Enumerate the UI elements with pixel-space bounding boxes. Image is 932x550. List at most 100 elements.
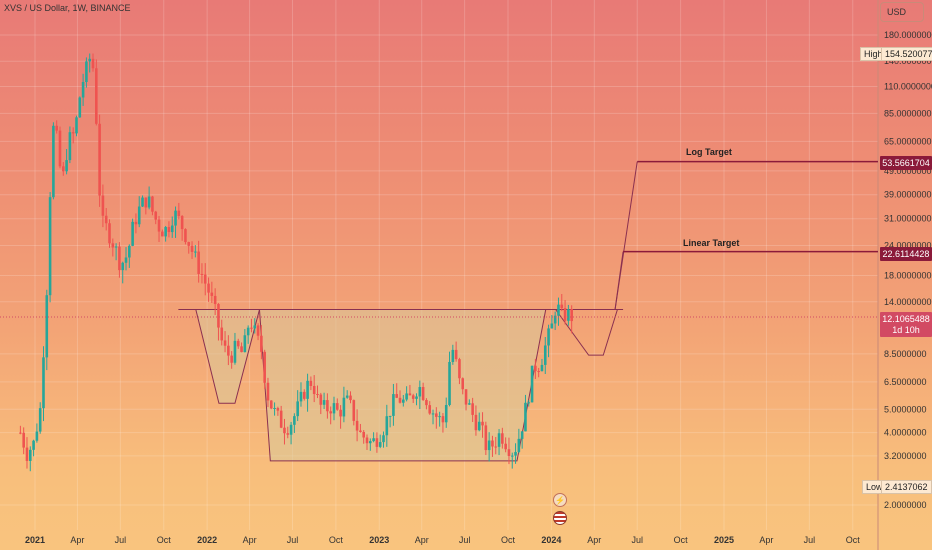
candle: [431, 409, 435, 425]
candle-body: [52, 125, 55, 198]
candle-body: [279, 410, 283, 428]
candle-body: [326, 400, 329, 412]
candle: [547, 324, 550, 358]
candle: [236, 338, 240, 349]
candle: [517, 428, 521, 454]
candle: [438, 411, 441, 427]
candle: [362, 430, 366, 444]
candle: [293, 413, 296, 433]
candle: [42, 346, 45, 422]
candle-body: [553, 315, 557, 324]
candle: [296, 390, 299, 422]
candle-body: [55, 125, 58, 131]
x-tick-label: Oct: [501, 535, 516, 545]
candle: [385, 404, 389, 447]
candle: [104, 208, 108, 231]
candle: [220, 319, 224, 346]
candle-body: [32, 440, 35, 450]
candle-body: [352, 400, 356, 421]
price-axis: 180.0000000 140.0000000 110.0000000 85.0000…: [884, 30, 932, 510]
candle-body: [240, 346, 243, 353]
candle-body: [398, 397, 402, 403]
us-flag-icon[interactable]: [553, 511, 567, 525]
candle: [514, 443, 517, 464]
candle-body: [200, 273, 204, 275]
candle-body: [359, 430, 362, 433]
high-label: High: [860, 47, 887, 61]
y-tick-label: 85.0000000: [884, 108, 932, 118]
candle-body: [540, 364, 544, 372]
candle-body: [203, 274, 207, 284]
y-tick-label: 180.0000000: [884, 30, 932, 40]
candle-body: [144, 197, 148, 208]
lightning-icon[interactable]: ⚡: [553, 493, 567, 507]
candle: [428, 401, 432, 415]
candle: [491, 435, 494, 457]
candle: [444, 397, 448, 428]
candle: [213, 288, 217, 315]
candle: [164, 225, 167, 242]
candle-body: [217, 304, 220, 328]
candle: [342, 386, 346, 423]
candle: [474, 405, 478, 436]
candle: [339, 405, 342, 429]
candle: [253, 318, 257, 334]
candle: [530, 365, 534, 403]
symbol-title[interactable]: XVS / US Dollar, 1W, BINANCE: [4, 3, 131, 13]
candle: [402, 395, 405, 407]
candle: [312, 375, 316, 403]
candle: [454, 341, 458, 362]
candle-body: [223, 340, 227, 346]
candle-body: [88, 58, 92, 62]
candle: [464, 389, 468, 411]
candle: [543, 336, 547, 374]
candle-body: [256, 325, 260, 336]
candle: [279, 405, 283, 429]
candle: [510, 452, 514, 469]
candle: [563, 300, 567, 325]
currency-button[interactable]: USD: [880, 2, 924, 22]
candle: [286, 426, 290, 439]
candle-body: [233, 340, 237, 363]
y-tick-label: 14.0000000: [884, 297, 932, 307]
candle: [398, 390, 402, 404]
candle: [309, 376, 313, 391]
candle-body: [369, 441, 372, 444]
x-tick-label: Oct: [157, 535, 172, 545]
y-tick-label: 5.0000000: [884, 404, 927, 414]
candle: [32, 439, 35, 457]
candle-body: [477, 421, 481, 431]
candle-body: [312, 385, 316, 395]
candle-body: [124, 257, 128, 263]
candle: [55, 120, 58, 134]
candle-body: [246, 327, 250, 336]
candle: [25, 437, 29, 469]
candle: [392, 383, 395, 426]
candle: [240, 342, 243, 353]
candle: [484, 421, 488, 456]
candle: [395, 383, 399, 399]
candle-body: [48, 197, 52, 296]
candle: [22, 427, 25, 455]
candle-body: [388, 415, 392, 417]
candle-body: [293, 416, 296, 425]
candle: [375, 432, 379, 453]
candle-body: [372, 438, 375, 442]
candle: [441, 413, 445, 433]
candle: [557, 297, 560, 326]
candle: [332, 396, 336, 421]
candle: [415, 393, 418, 406]
candle: [382, 431, 385, 448]
candle-body: [114, 246, 118, 248]
candle-body: [471, 403, 474, 415]
candle: [345, 390, 349, 399]
candle-body: [141, 197, 144, 207]
candle: [81, 73, 85, 106]
y-tick-label: 6.5000000: [884, 377, 927, 387]
candle: [299, 382, 303, 407]
candle-body: [349, 395, 352, 401]
candle-body: [322, 400, 326, 405]
candle-body: [28, 449, 32, 461]
y-tick-label: 24.0000000: [884, 240, 932, 250]
